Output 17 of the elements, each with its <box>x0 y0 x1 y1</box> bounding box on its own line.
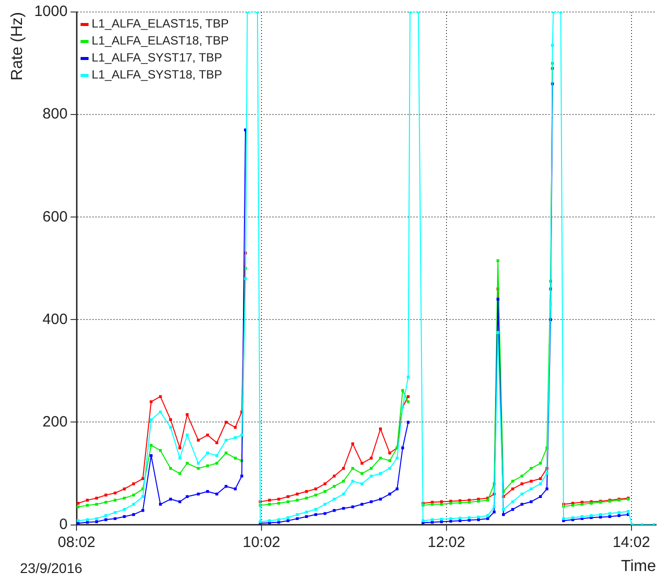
y-tick-label: 600 <box>42 208 68 226</box>
text: 23/9/2016 <box>20 560 82 576</box>
y-axis-title: Rate (Hz) <box>9 12 26 80</box>
x-axis-title: Time <box>621 558 656 575</box>
legend-label: L1_ALFA_SYST18, TBP <box>92 67 222 82</box>
x-tick-label: 08:02 <box>58 534 96 551</box>
legend-label: L1_ALFA_ELAST15, TBP <box>92 16 229 30</box>
y-tick-label: 200 <box>42 413 68 430</box>
y-tick-label: 800 <box>42 106 68 123</box>
x-tick-label: 10:02 <box>242 534 280 551</box>
y-tick-label: 400 <box>42 310 68 328</box>
legend-label: L1_ALFA_ELAST18, TBP <box>92 33 229 48</box>
legend-label: L1_ALFA_SYST17, TBP <box>92 50 222 64</box>
y-tick-label: 1000 <box>34 3 68 20</box>
y-tick-label: 0 <box>59 516 68 533</box>
x-tick-label: 12:02 <box>428 534 466 551</box>
x-tick-label: 14:02 <box>612 534 650 551</box>
